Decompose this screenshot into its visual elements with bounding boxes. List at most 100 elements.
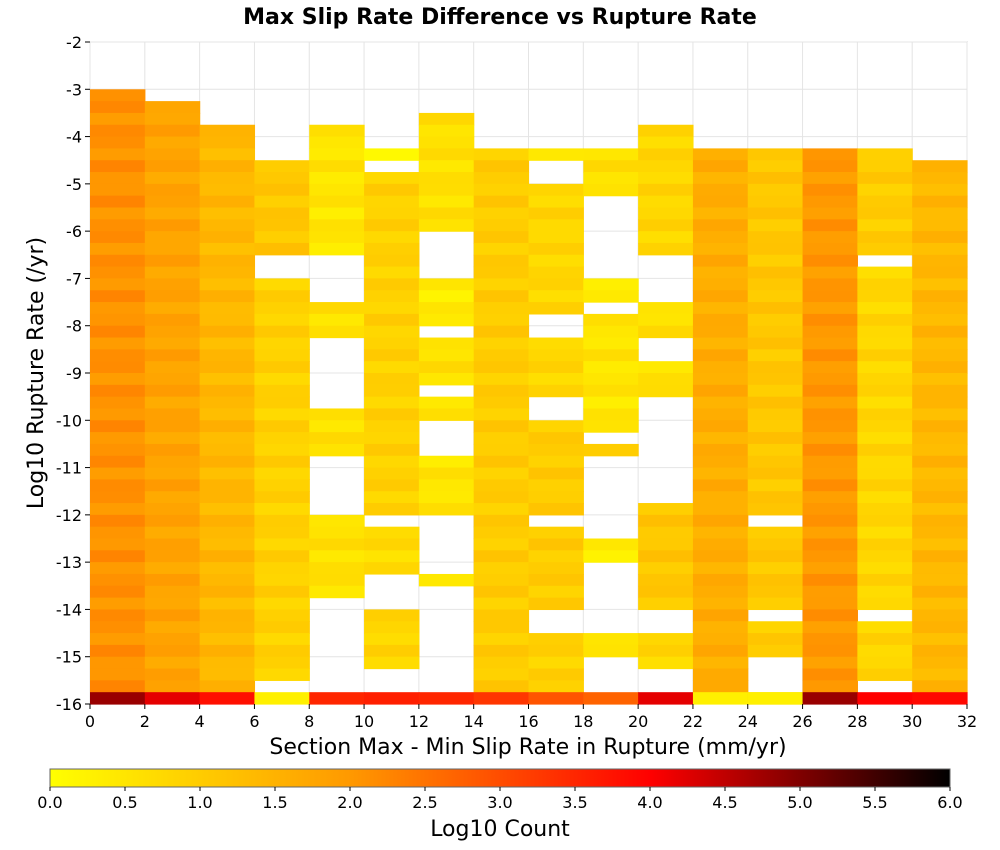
heatmap-cell <box>857 514 913 528</box>
heatmap-cell <box>199 562 256 575</box>
heatmap-cell <box>747 384 804 398</box>
heatmap-cell <box>473 195 530 209</box>
heatmap-cell <box>473 656 530 670</box>
colorbar-label: Log10 Count <box>430 817 570 842</box>
heatmap-cell <box>802 538 858 551</box>
heatmap-cell <box>90 325 146 339</box>
heatmap-cell <box>90 526 146 540</box>
heatmap-cell <box>418 408 475 421</box>
heatmap-cell <box>747 633 804 646</box>
heatmap-cell <box>583 373 639 386</box>
heatmap-cell <box>857 526 913 540</box>
heatmap-cell <box>199 668 256 681</box>
heatmap-cell <box>473 349 530 362</box>
heatmap-cell <box>638 361 694 374</box>
heatmap-cell <box>473 396 530 410</box>
heatmap-cell <box>912 349 968 362</box>
heatmap-cell <box>254 231 310 244</box>
heatmap-cell <box>692 467 749 480</box>
heatmap-cell <box>912 172 968 185</box>
heatmap-cell <box>692 183 749 197</box>
heatmap-cell <box>802 373 858 386</box>
heatmap-cell <box>528 420 584 433</box>
heatmap-cell <box>144 656 201 670</box>
heatmap-cell <box>144 491 201 504</box>
heatmap-cell <box>90 183 146 197</box>
heatmap-cell <box>473 573 530 587</box>
heatmap-cell <box>144 420 201 433</box>
heatmap-cell <box>638 562 694 575</box>
heatmap-cell <box>199 609 256 622</box>
heatmap-cell <box>254 550 310 563</box>
heatmap-cell <box>638 503 694 516</box>
heatmap-cell <box>747 148 804 161</box>
heatmap-cell <box>473 621 530 634</box>
heatmap-cell <box>254 692 310 705</box>
heatmap-cell <box>802 325 858 339</box>
heatmap-cell <box>583 396 639 410</box>
heatmap-cell <box>583 633 639 646</box>
heatmap-cell <box>528 692 584 705</box>
heatmap-cell <box>90 231 146 244</box>
colorbar-tick-label: 0.0 <box>37 793 62 812</box>
colorbar-tick-label: 4.5 <box>712 793 737 812</box>
heatmap-cell <box>364 219 420 232</box>
heatmap-cell <box>802 668 858 681</box>
heatmap-cell <box>747 408 804 421</box>
heatmap-cell <box>144 160 201 173</box>
heatmap-cell <box>364 609 420 622</box>
heatmap-cell <box>199 361 256 374</box>
heatmap-cell <box>364 467 420 480</box>
heatmap-cell <box>254 562 310 575</box>
colorbar-tick-label: 0.5 <box>112 793 137 812</box>
heatmap-cell <box>912 585 968 599</box>
heatmap-cell <box>528 373 584 386</box>
heatmap-cell <box>199 148 256 161</box>
heatmap-cell <box>144 467 201 480</box>
heatmap-cell <box>638 195 694 209</box>
heatmap-cell <box>857 219 913 232</box>
heatmap-cell <box>912 644 968 658</box>
heatmap-cell <box>364 278 420 291</box>
heatmap-cell <box>912 550 968 563</box>
heatmap-cell <box>364 254 420 268</box>
heatmap-cell <box>144 266 201 280</box>
heatmap-cell <box>254 443 310 457</box>
heatmap-cell <box>254 644 310 658</box>
heatmap-cell <box>309 562 365 575</box>
heatmap-cell <box>802 207 858 220</box>
x-tick-label: 20 <box>628 712 648 731</box>
heatmap-cell <box>418 172 475 185</box>
heatmap-cell <box>144 692 201 705</box>
y-tick-label: -4 <box>66 128 82 147</box>
heatmap-cell <box>857 278 913 291</box>
heatmap-cell <box>90 195 146 209</box>
heatmap-cell <box>528 207 584 220</box>
heatmap-cell <box>144 384 201 398</box>
heatmap-cell <box>692 207 749 220</box>
heatmap-cell <box>364 302 420 315</box>
heatmap-cell <box>802 455 858 469</box>
heatmap-cell <box>857 337 913 350</box>
heatmap-cell <box>309 148 365 161</box>
heatmap-cell <box>802 644 858 658</box>
colorbar-tick-label: 5.5 <box>862 793 887 812</box>
x-tick-label: 12 <box>409 712 429 731</box>
heatmap-cell <box>912 373 968 386</box>
heatmap-cell <box>638 302 694 315</box>
heatmap-cell <box>692 455 749 469</box>
y-tick-label: -7 <box>66 269 82 288</box>
heatmap-cell <box>912 503 968 516</box>
heatmap-cell <box>857 585 913 599</box>
heatmap-cell <box>857 420 913 433</box>
heatmap-cell <box>199 231 256 244</box>
heatmap-cell <box>254 183 310 197</box>
colorbar-tick-label: 1.5 <box>262 793 287 812</box>
colorbar-tick-label: 4.0 <box>637 793 662 812</box>
heatmap-cell <box>144 455 201 469</box>
heatmap-cell <box>802 172 858 185</box>
heatmap-cell <box>747 550 804 563</box>
heatmap-cell <box>364 538 420 551</box>
heatmap-cell <box>473 278 530 291</box>
heatmap-cell <box>857 183 913 197</box>
